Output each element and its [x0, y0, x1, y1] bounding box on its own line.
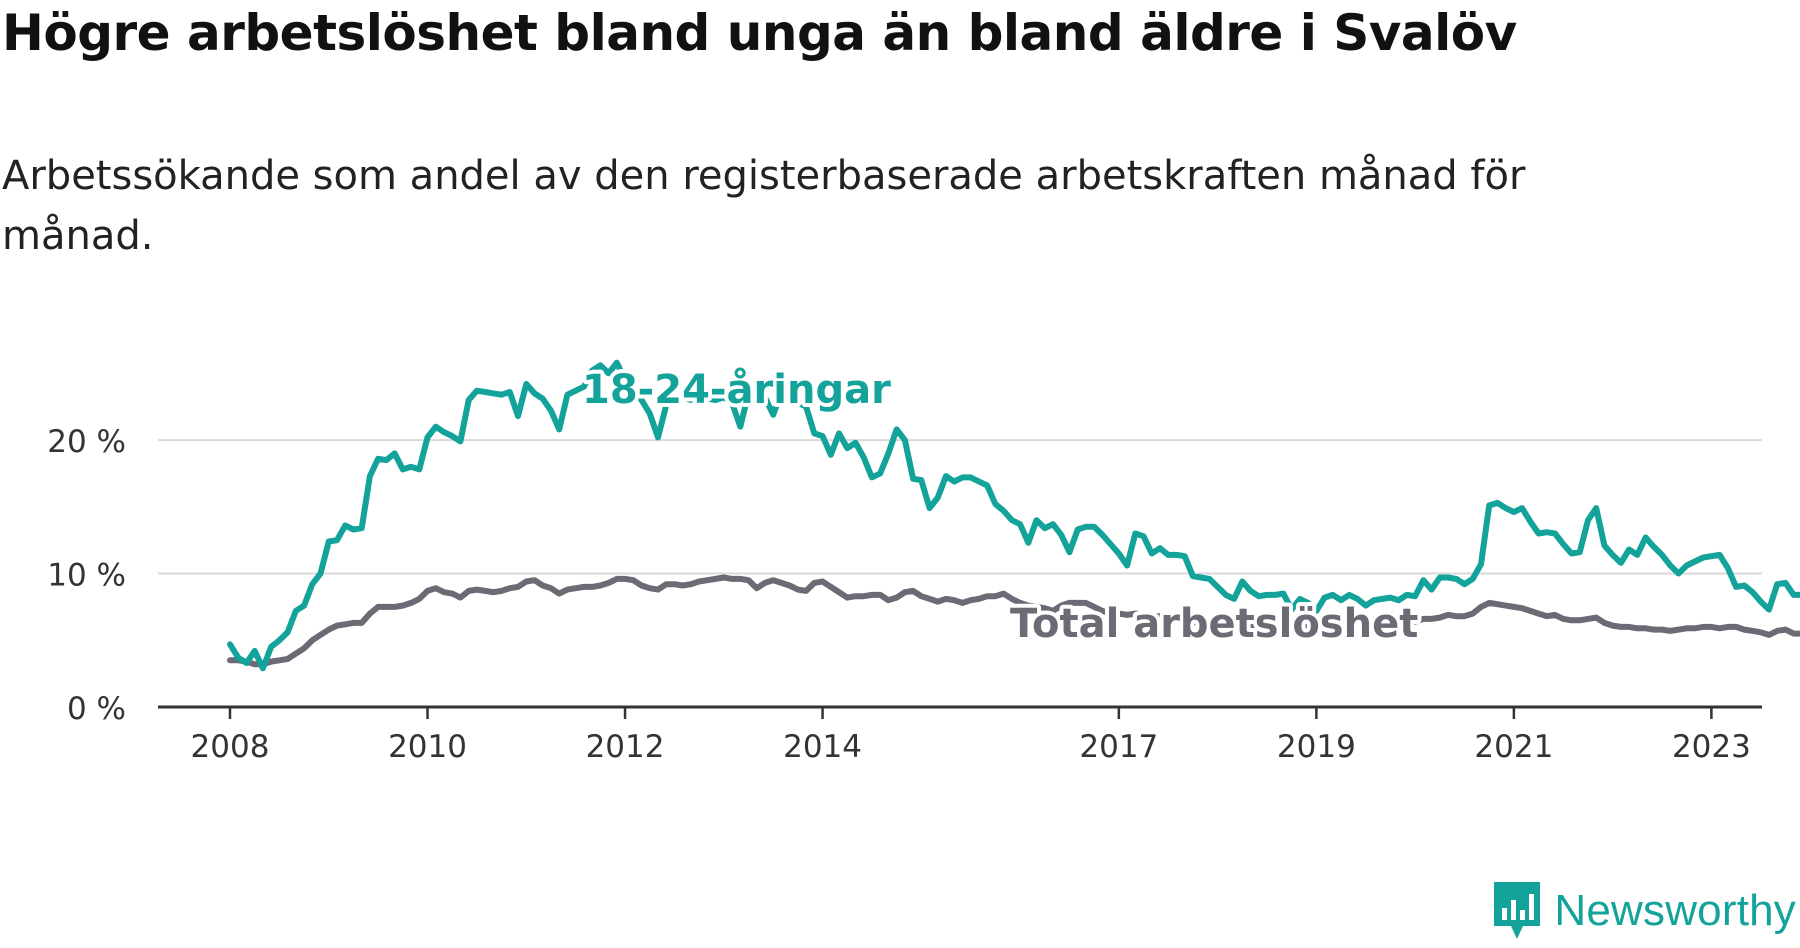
x-tick-label: 2012	[586, 729, 665, 765]
series-lines	[227, 359, 1800, 672]
series-annotation-youth: 18-24-åringar	[582, 366, 891, 413]
y-tick-label: 0 %	[67, 691, 126, 727]
series-annotation-total: Total arbetslöshet	[1010, 601, 1418, 647]
x-axis: 200820102012201420172019202120232025	[158, 705, 1762, 765]
x-tick-label: 2021	[1474, 729, 1553, 765]
y-tick-label: 10 %	[47, 558, 126, 594]
x-tick-label: 2010	[388, 729, 467, 765]
x-tick-label: 2008	[191, 729, 270, 765]
x-tick-label: 2017	[1079, 729, 1158, 765]
newsworthy-logo: Newsworthy	[1492, 876, 1796, 946]
x-tick-label: 2014	[783, 729, 862, 765]
x-tick-label: 2019	[1277, 729, 1356, 765]
newsworthy-logo-icon	[1494, 882, 1541, 939]
series-line-total	[227, 574, 1800, 668]
y-axis: 0 % 10 % 20 %	[47, 424, 126, 727]
x-tick-label: 2023	[1672, 729, 1751, 765]
y-tick-label: 20 %	[47, 424, 126, 460]
brand-name: Newsworthy	[1554, 886, 1796, 935]
chart-title: Högre arbetslöshet bland unga än bland ä…	[2, 4, 1517, 62]
series-line-youth	[227, 359, 1800, 672]
chart-subtitle: Arbetssökande som andel av den registerb…	[2, 153, 1526, 259]
